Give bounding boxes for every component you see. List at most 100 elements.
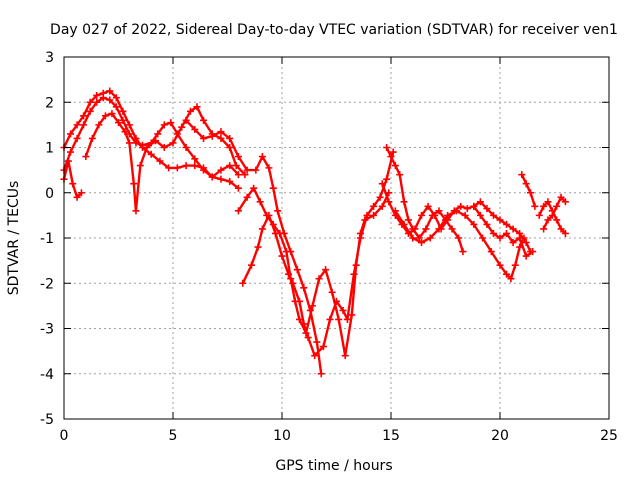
x-tick-label: 15 bbox=[382, 428, 400, 444]
data-point-marker bbox=[217, 134, 225, 142]
data-point-marker bbox=[241, 171, 249, 179]
data-point-marker bbox=[234, 207, 242, 215]
data-point-marker bbox=[119, 116, 127, 124]
data-point-marker bbox=[86, 107, 94, 115]
data-point-marker bbox=[333, 297, 340, 305]
data-point-marker bbox=[112, 103, 120, 111]
data-point-marker bbox=[540, 202, 548, 210]
data-point-marker bbox=[476, 211, 484, 219]
data-point-marker bbox=[165, 164, 173, 172]
data-point-marker bbox=[529, 248, 537, 256]
data-point-marker bbox=[191, 155, 199, 163]
data-point-marker bbox=[234, 184, 242, 192]
y-tick-label: 3 bbox=[45, 50, 54, 66]
data-point-marker bbox=[509, 225, 517, 233]
data-point-marker bbox=[553, 202, 561, 210]
data-point-marker bbox=[115, 119, 122, 127]
x-axis-label: GPS time / hours bbox=[275, 458, 392, 474]
data-series bbox=[60, 157, 85, 201]
data-point-marker bbox=[93, 91, 101, 99]
x-tick-label: 10 bbox=[273, 428, 291, 444]
data-point-marker bbox=[389, 148, 397, 156]
data-point-marker bbox=[125, 139, 133, 147]
data-point-marker bbox=[470, 220, 478, 228]
series-track bbox=[241, 150, 395, 357]
data-point-marker bbox=[452, 207, 460, 215]
data-point-marker bbox=[483, 205, 491, 213]
data-point-marker bbox=[243, 166, 251, 174]
data-point-marker bbox=[88, 134, 96, 142]
data-point-marker bbox=[348, 311, 356, 319]
data-point-marker bbox=[363, 211, 371, 219]
data-series bbox=[82, 103, 249, 215]
data-point-marker bbox=[313, 338, 321, 346]
data-point-marker bbox=[95, 121, 103, 129]
data-point-marker bbox=[67, 148, 75, 156]
data-point-marker bbox=[73, 193, 81, 201]
data-point-marker bbox=[317, 370, 325, 378]
y-tick-label: 2 bbox=[45, 95, 54, 111]
data-point-marker bbox=[328, 288, 336, 296]
data-point-marker bbox=[548, 211, 556, 219]
y-tick-label: -3 bbox=[40, 322, 54, 338]
data-point-marker bbox=[304, 334, 312, 342]
data-point-marker bbox=[496, 234, 504, 242]
chart-title: Day 027 of 2022, Sidereal Day-to-day VTE… bbox=[50, 22, 618, 38]
data-point-marker bbox=[193, 103, 201, 111]
data-point-marker bbox=[258, 153, 266, 161]
data-point-marker bbox=[309, 302, 317, 310]
data-point-marker bbox=[173, 164, 181, 172]
data-point-marker bbox=[400, 220, 408, 228]
data-point-marker bbox=[169, 139, 177, 147]
data-point-marker bbox=[186, 107, 194, 115]
x-axis-tick-labels: 0 5 10 15 20 25 bbox=[60, 428, 618, 444]
data-point-marker bbox=[182, 116, 190, 124]
data-point-marker bbox=[154, 130, 162, 138]
x-tick-label: 0 bbox=[60, 428, 69, 444]
data-point-marker bbox=[341, 352, 349, 360]
data-point-marker bbox=[106, 96, 114, 104]
data-point-marker bbox=[256, 198, 264, 206]
data-point-marker bbox=[378, 202, 386, 210]
data-point-marker bbox=[156, 157, 164, 165]
data-point-marker bbox=[326, 315, 334, 323]
data-point-marker bbox=[99, 94, 107, 102]
data-point-marker bbox=[319, 343, 327, 351]
data-point-marker bbox=[138, 141, 146, 149]
data-point-marker bbox=[553, 216, 561, 224]
data-point-marker bbox=[404, 216, 412, 224]
data-point-marker bbox=[250, 184, 258, 192]
data-point-marker bbox=[82, 153, 90, 161]
data-point-marker bbox=[544, 216, 552, 224]
data-point-marker bbox=[121, 128, 129, 136]
grid-lines bbox=[64, 57, 609, 419]
data-point-marker bbox=[200, 134, 208, 142]
data-point-marker bbox=[226, 144, 234, 151]
y-tick-label: -2 bbox=[40, 276, 54, 292]
data-point-marker bbox=[147, 150, 155, 158]
data-point-marker bbox=[385, 198, 393, 206]
data-point-marker bbox=[247, 261, 255, 269]
data-point-marker bbox=[101, 112, 109, 120]
data-point-marker bbox=[376, 193, 384, 201]
data-point-marker bbox=[200, 116, 208, 124]
data-point-marker bbox=[112, 94, 120, 102]
series-track bbox=[520, 173, 537, 208]
data-point-marker bbox=[293, 266, 301, 274]
data-point-marker bbox=[476, 198, 484, 206]
series-track bbox=[472, 205, 534, 258]
data-point-marker bbox=[217, 166, 225, 174]
data-point-marker bbox=[258, 225, 266, 233]
y-tick-label: 1 bbox=[45, 141, 54, 157]
data-point-marker bbox=[461, 211, 469, 219]
data-point-marker bbox=[86, 98, 94, 106]
data-point-marker bbox=[152, 137, 160, 145]
series-track bbox=[394, 209, 532, 280]
data-point-marker bbox=[278, 252, 286, 260]
data-point-marker bbox=[522, 180, 530, 188]
data-point-marker bbox=[265, 164, 273, 172]
series-track bbox=[385, 146, 465, 253]
data-point-marker bbox=[132, 207, 140, 215]
data-point-marker bbox=[487, 248, 495, 256]
